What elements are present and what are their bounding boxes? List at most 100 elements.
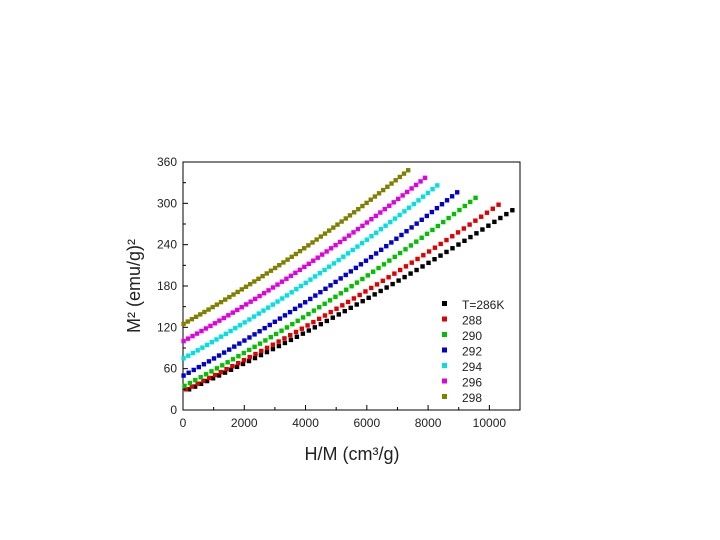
data-point [326, 228, 332, 233]
data-point [387, 203, 392, 208]
data-point [257, 329, 262, 334]
data-point [272, 319, 278, 325]
data-point [282, 313, 288, 318]
data-point [242, 338, 247, 343]
data-point [376, 265, 381, 271]
data-point [397, 212, 402, 218]
data-point [349, 284, 354, 289]
data-point [221, 315, 227, 321]
data-point [308, 277, 313, 282]
data-point [235, 360, 241, 366]
data-point [306, 261, 311, 266]
data-point [206, 359, 212, 364]
data-point [331, 261, 337, 266]
data-point [498, 215, 503, 221]
data-point [232, 344, 237, 349]
data-point [402, 274, 407, 280]
data-point [381, 262, 387, 267]
data-point [467, 222, 472, 227]
data-point [355, 244, 360, 249]
y-tick-label: 60 [164, 362, 178, 376]
data-point [257, 293, 262, 299]
y-tick-label: 240 [157, 238, 177, 252]
data-point [373, 213, 379, 219]
data-point [204, 342, 210, 348]
data-point [369, 217, 374, 222]
y-tick-label: 120 [157, 320, 177, 334]
data-point [343, 272, 348, 278]
data-point [193, 314, 199, 320]
x-tick-label: 6000 [353, 416, 380, 430]
data-point [312, 325, 318, 330]
data-point [252, 332, 257, 337]
data-point [370, 269, 376, 274]
data-point [432, 245, 438, 250]
data-point [403, 247, 408, 252]
data-point [456, 242, 461, 247]
data-point [221, 350, 227, 355]
data-point [230, 310, 235, 315]
data-point [189, 316, 195, 322]
legend-label: 288 [462, 314, 482, 328]
data-point [415, 256, 420, 262]
data-point [318, 289, 323, 295]
data-point [408, 243, 414, 248]
data-point [281, 260, 286, 265]
data-point [391, 200, 396, 205]
data-point [378, 288, 383, 294]
data-point [492, 219, 497, 225]
data-point [297, 303, 303, 308]
data-point [490, 206, 495, 211]
data-point [279, 328, 284, 333]
data-point [234, 364, 240, 370]
data-point [353, 265, 359, 271]
data-point [310, 240, 315, 245]
data-point [183, 387, 189, 392]
data-point [256, 311, 261, 316]
data-point [252, 355, 258, 361]
legend-marker [442, 394, 447, 399]
data-point [439, 202, 445, 207]
data-point [422, 175, 428, 181]
data-point [313, 293, 318, 298]
data-point [244, 302, 249, 307]
data-point [316, 316, 322, 322]
data-point [421, 253, 426, 258]
data-point [409, 186, 414, 191]
data-point [314, 237, 319, 242]
data-point [376, 191, 382, 196]
data-point [343, 216, 348, 221]
data-point [368, 197, 373, 202]
legend-marker [442, 301, 447, 306]
data-point [194, 331, 200, 336]
data-point [186, 370, 191, 375]
data-point [236, 353, 241, 359]
data-point [311, 308, 317, 313]
data-points [181, 168, 515, 392]
data-point [389, 181, 394, 186]
data-point [270, 346, 276, 352]
data-point [187, 380, 193, 386]
data-point [257, 341, 263, 346]
data-point [206, 307, 211, 312]
data-point [252, 296, 258, 302]
data-point [289, 254, 294, 260]
data-point [288, 337, 294, 343]
data-point [214, 337, 219, 342]
data-point [287, 309, 293, 315]
data-point [285, 257, 290, 262]
data-point [328, 309, 333, 315]
data-point [462, 238, 467, 244]
data-point [320, 252, 325, 257]
data-point [199, 328, 204, 334]
data-point [190, 333, 195, 339]
data-point [357, 292, 362, 298]
data-point [218, 299, 224, 305]
data-point [293, 270, 298, 276]
data-point [368, 254, 374, 260]
data-point [241, 350, 247, 356]
data-point [392, 254, 397, 260]
data-point [261, 308, 266, 313]
